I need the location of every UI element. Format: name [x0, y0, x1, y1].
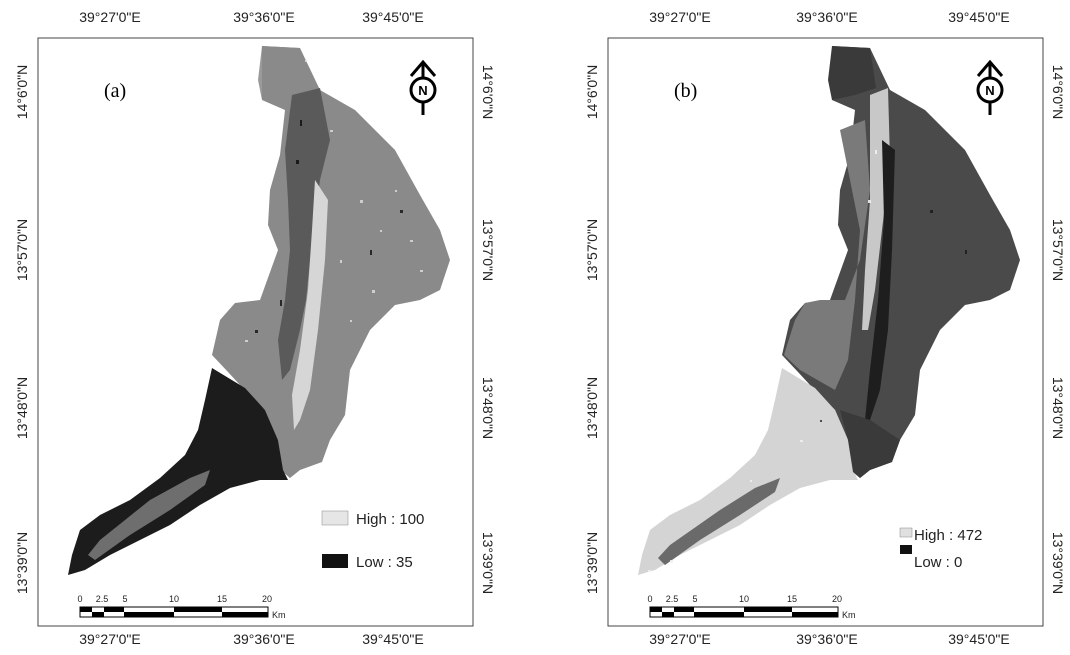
top-tick-label: 39°27'0"E — [79, 9, 141, 25]
right-tick-label: 13°39'0"N — [480, 532, 496, 594]
scale-label: 0 — [647, 594, 652, 604]
scale-unit: Km — [272, 610, 286, 620]
scale-label: 10 — [169, 594, 179, 604]
top-tick-label: 39°36'0"E — [796, 9, 858, 25]
top-tick-label: 39°36'0"E — [233, 9, 295, 25]
legend: High : 100 Low : 35 — [321, 510, 424, 571]
north-letter: N — [985, 83, 994, 98]
scale-label: 20 — [832, 594, 842, 604]
legend-high-swatch — [899, 527, 913, 538]
scale-bar: 0 2.5 5 10 15 20 Km — [647, 594, 855, 620]
watershed-map — [68, 46, 450, 575]
right-tick-label: 13°39'0"N — [1050, 532, 1066, 594]
left-tick-label: 13°57'0"N — [14, 219, 30, 281]
scale-label: 2.5 — [666, 594, 679, 604]
map-svg-a: 39°27'0"E 39°36'0"E 39°45'0"E 39°27'0"E … — [14, 9, 496, 647]
right-tick-label: 13°57'0"N — [480, 219, 496, 281]
panel-label: (b) — [674, 80, 697, 102]
scale-label: 10 — [739, 594, 749, 604]
left-tick-label: 13°57'0"N — [584, 219, 600, 281]
scale-label: 15 — [787, 594, 797, 604]
map-panel-a: 39°27'0"E 39°36'0"E 39°45'0"E 39°27'0"E … — [0, 0, 535, 650]
right-tick-label: 13°48'0"N — [1050, 377, 1066, 439]
left-tick-label: 14°6'0"N — [14, 65, 30, 120]
panel-label: (a) — [104, 80, 126, 102]
top-tick-label: 39°27'0"E — [649, 9, 711, 25]
left-tick-label: 13°39'0"N — [14, 532, 30, 594]
right-tick-label: 14°6'0"N — [1050, 65, 1066, 120]
map-svg-b: 39°27'0"E 39°36'0"E 39°45'0"E 39°27'0"E … — [584, 9, 1066, 647]
legend-low-swatch — [900, 545, 912, 554]
bottom-tick-label: 39°45'0"E — [948, 631, 1010, 647]
top-tick-label: 39°45'0"E — [362, 9, 424, 25]
top-tick-label: 39°45'0"E — [948, 9, 1010, 25]
legend-low-label: Low : 35 — [356, 554, 413, 571]
scale-label: 2.5 — [96, 594, 109, 604]
legend-high-label: High : 100 — [356, 511, 424, 528]
map-panel-b: 39°27'0"E 39°36'0"E 39°45'0"E 39°27'0"E … — [570, 0, 1070, 650]
north-arrow-icon: N — [409, 59, 437, 115]
right-tick-label: 14°6'0"N — [480, 65, 496, 120]
legend-low-swatch — [322, 554, 348, 568]
legend-high-label: High : 472 — [914, 527, 982, 544]
scale-unit: Km — [842, 610, 856, 620]
right-tick-label: 13°48'0"N — [480, 377, 496, 439]
bottom-tick-label: 39°27'0"E — [79, 631, 141, 647]
bottom-tick-label: 39°36'0"E — [233, 631, 295, 647]
bottom-tick-label: 39°27'0"E — [649, 631, 711, 647]
legend: High : 472 Low : 0 — [899, 527, 982, 571]
left-tick-label: 13°48'0"N — [584, 377, 600, 439]
scale-label: 15 — [217, 594, 227, 604]
scale-bar: 0 2.5 5 10 15 20 Km — [77, 594, 285, 620]
bottom-tick-label: 39°45'0"E — [362, 631, 424, 647]
scale-label: 5 — [122, 594, 127, 604]
left-tick-label: 13°48'0"N — [14, 377, 30, 439]
scale-label: 0 — [77, 594, 82, 604]
north-arrow-icon: N — [976, 59, 1004, 115]
watershed-map — [638, 46, 1020, 575]
bottom-tick-label: 39°36'0"E — [796, 631, 858, 647]
right-tick-label: 13°57'0"N — [1050, 219, 1066, 281]
legend-low-label: Low : 0 — [914, 554, 962, 571]
north-letter: N — [418, 83, 427, 98]
scale-label: 20 — [262, 594, 272, 604]
legend-high-swatch — [321, 510, 349, 526]
scale-label: 5 — [692, 594, 697, 604]
left-tick-label: 14°6'0"N — [584, 65, 600, 120]
left-tick-label: 13°39'0"N — [584, 532, 600, 594]
